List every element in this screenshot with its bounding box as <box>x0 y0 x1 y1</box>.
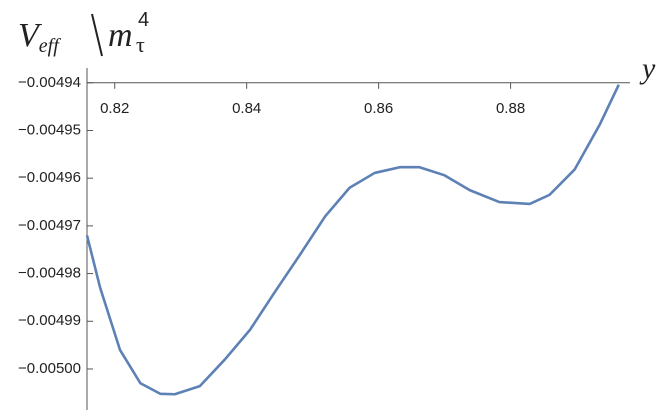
line-series <box>85 84 620 396</box>
y-label-divisor: m <box>108 17 133 54</box>
y-tick-label: −0.00495 <box>18 121 81 138</box>
y-label-slash <box>91 13 103 57</box>
x-axis-label: y <box>639 52 656 85</box>
y-tick-label: −0.00500 <box>18 360 81 377</box>
x-tick-label: 0.82 <box>100 100 129 117</box>
y-axis-label: Veff <box>18 17 61 57</box>
y-label-divisor-subscript: τ <box>136 32 145 57</box>
y-label-divisor-power: 4 <box>138 9 149 31</box>
y-tick-label: −0.00496 <box>18 169 81 186</box>
x-tick-label: 0.86 <box>364 100 393 117</box>
y-axis-label-divisor: m <box>108 17 133 54</box>
y-tick-label: −0.00494 <box>18 74 81 91</box>
x-tick-label: 0.88 <box>496 100 525 117</box>
y-tick-label: −0.00499 <box>18 312 81 329</box>
y-tick-label: −0.00498 <box>18 265 81 282</box>
y-tick-label: −0.00497 <box>18 217 81 234</box>
x-tick-label: 0.84 <box>232 100 261 117</box>
y-label-subscript: eff <box>39 35 61 57</box>
